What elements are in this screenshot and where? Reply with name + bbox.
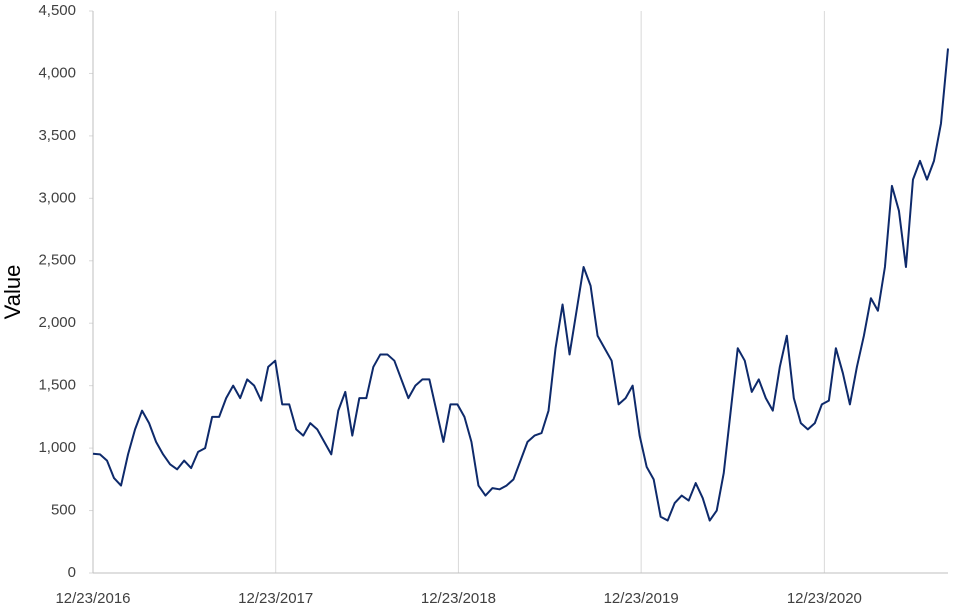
line-series bbox=[92, 48, 949, 522]
x-tick-label: 12/23/2020 bbox=[787, 590, 862, 607]
y-tick-label: 4,500 bbox=[38, 2, 76, 19]
x-tick-label: 12/23/2019 bbox=[604, 590, 679, 607]
y-tick-label: 1,000 bbox=[38, 439, 76, 456]
y-axis-label: Value bbox=[0, 265, 25, 320]
y-tick-label: 0 bbox=[68, 564, 76, 581]
y-tick-label: 500 bbox=[51, 502, 76, 519]
x-tick-label: 12/23/2016 bbox=[55, 590, 130, 607]
x-tick-label: 12/23/2018 bbox=[421, 590, 496, 607]
y-tick-label: 3,000 bbox=[38, 189, 76, 206]
y-tick-label: 2,000 bbox=[38, 314, 76, 331]
y-tick-label: 1,500 bbox=[38, 377, 76, 394]
y-tick-label: 3,500 bbox=[38, 127, 76, 144]
y-tick-label: 4,000 bbox=[38, 64, 76, 81]
y-tick-label: 2,500 bbox=[38, 252, 76, 269]
x-tick-label: 12/23/2017 bbox=[238, 590, 313, 607]
